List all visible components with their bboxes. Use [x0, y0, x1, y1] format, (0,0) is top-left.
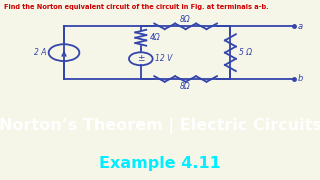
Text: ±: ±	[137, 54, 145, 63]
Text: Find the Norton equivalent circuit of the circuit in Fig. at terminals a-b.: Find the Norton equivalent circuit of th…	[4, 4, 268, 10]
Text: 8Ω: 8Ω	[180, 82, 191, 91]
Text: 2 A: 2 A	[34, 48, 46, 57]
Text: 8Ω: 8Ω	[180, 15, 191, 24]
Text: 12 V: 12 V	[155, 54, 172, 63]
Text: 5 Ω: 5 Ω	[239, 48, 252, 57]
Text: a: a	[298, 22, 303, 31]
Text: b: b	[298, 75, 303, 84]
Text: 4Ω: 4Ω	[150, 33, 161, 42]
Text: Example 4.11: Example 4.11	[99, 156, 221, 171]
Text: Norton’s Theorem | Electric Circuits: Norton’s Theorem | Electric Circuits	[0, 118, 320, 134]
